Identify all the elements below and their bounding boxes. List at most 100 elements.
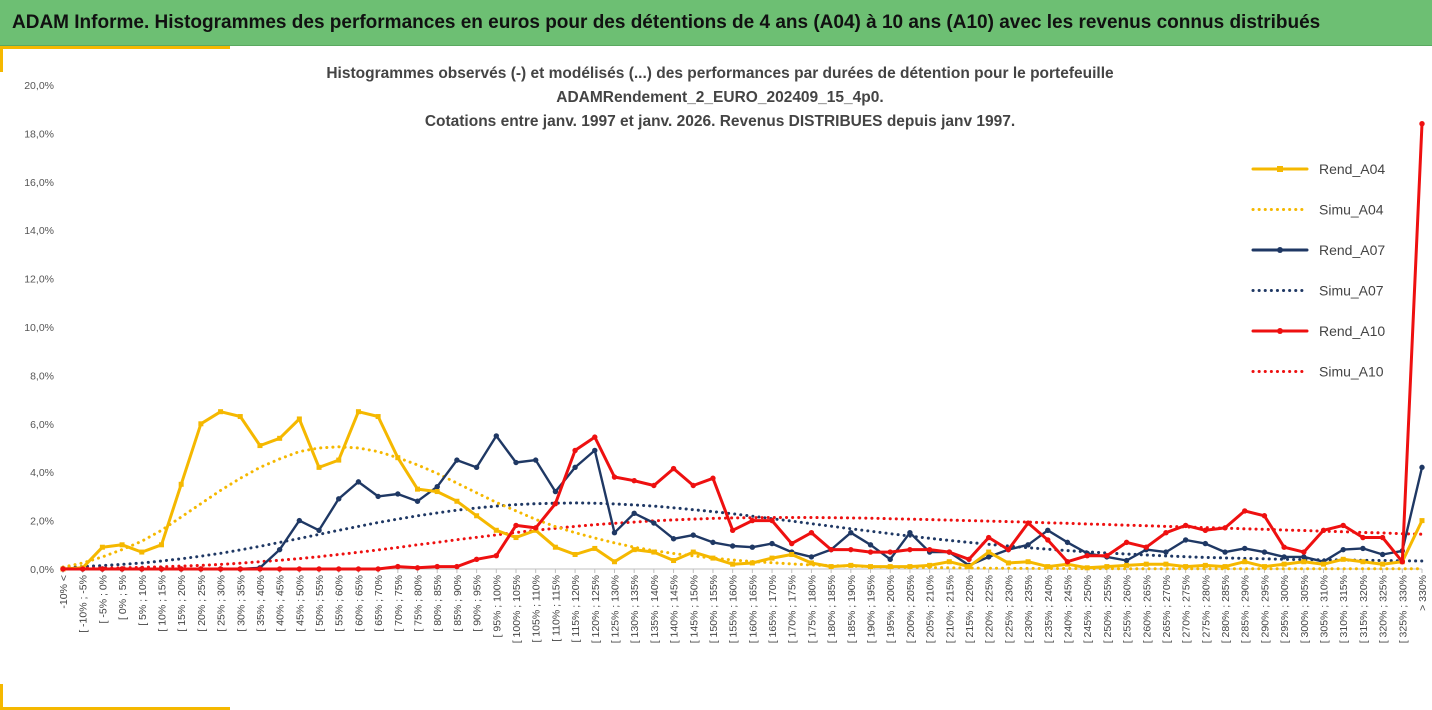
x-tick-label: [ 315% ; 320%: [1358, 575, 1370, 643]
x-tick-label: [ 25% ; 30%: [216, 575, 228, 632]
data-point-rend_a10: [670, 465, 677, 472]
data-point-rend_a10: [296, 566, 303, 572]
x-tick-label: [ 145% ; 150%: [688, 575, 700, 643]
data-point-rend_a07: [887, 556, 893, 563]
data-point-rend_a04: [375, 414, 381, 420]
y-tick-label: 4,0%: [30, 467, 54, 479]
data-point-rend_a07: [572, 464, 578, 471]
data-point-rend_a04: [671, 558, 677, 564]
x-tick-label: [ 230% ; 235%: [1023, 575, 1035, 643]
data-point-rend_a04: [749, 560, 755, 566]
data-point-rend_a07: [395, 491, 401, 497]
data-point-rend_a10: [454, 563, 460, 570]
data-point-rend_a10: [749, 517, 756, 524]
data-point-rend_a07: [1281, 554, 1287, 560]
data-point-rend_a04: [690, 549, 696, 555]
data-point-rend_a04: [1202, 562, 1208, 568]
x-tick-label: [ 310% ; 315%: [1338, 575, 1350, 643]
data-point-rend_a10: [769, 517, 775, 524]
data-point-rend_a04: [237, 414, 243, 420]
data-point-rend_a04: [1321, 561, 1327, 567]
data-point-rend_a10: [1005, 546, 1012, 553]
x-tick-label: [ 225% ; 230%: [1003, 575, 1015, 643]
data-point-rend_a07: [592, 447, 598, 454]
data-point-rend_a10: [789, 540, 795, 547]
data-point-rend_a07: [651, 520, 657, 526]
data-point-rend_a10: [1182, 522, 1189, 529]
x-tick-label: [ 245% ; 250%: [1082, 575, 1094, 643]
x-tick-label: [ 250% ; 255%: [1102, 575, 1114, 643]
data-point-rend_a07: [710, 539, 716, 546]
data-point-rend_a04: [868, 564, 874, 570]
legend-label-simu_a04: Simu_A04: [1319, 202, 1384, 218]
data-point-rend_a07: [1360, 545, 1366, 552]
x-tick-label: [ 190% ; 195%: [866, 575, 878, 643]
y-tick-label: 2,0%: [30, 516, 54, 528]
series-line-simu_a07: [61, 501, 1424, 569]
data-point-rend_a04: [1222, 564, 1228, 570]
data-point-rend_a07: [1242, 545, 1248, 552]
data-point-rend_a07: [808, 554, 815, 560]
data-point-rend_a04: [1360, 559, 1366, 565]
x-tick-label: [ 240% ; 245%: [1062, 575, 1074, 643]
x-tick-label: [ 155% ; 160%: [728, 575, 740, 643]
data-point-rend_a04: [434, 489, 440, 495]
x-tick-label: [ 120% ; 125%: [590, 575, 602, 643]
data-point-rend_a07: [1340, 546, 1346, 553]
data-point-rend_a04: [257, 443, 263, 449]
x-tick-label: [ 160% ; 165%: [747, 575, 759, 643]
x-tick-label: [ 325% ; 330%: [1397, 575, 1409, 643]
data-point-rend_a10: [729, 527, 736, 533]
x-tick-label: [ 130% ; 135%: [629, 575, 641, 643]
data-point-rend_a04: [789, 551, 795, 557]
series-line-rend_a10: [61, 122, 1424, 571]
corner-accent-bottom: [0, 707, 230, 710]
data-point-rend_a10: [1261, 513, 1268, 519]
x-tick-label: [ 255% ; 260%: [1122, 575, 1134, 643]
x-tick-label: [ 320% ; 325%: [1378, 575, 1390, 643]
data-point-rend_a10: [611, 474, 618, 480]
data-point-rend_a07: [1301, 554, 1307, 560]
data-point-rend_a04: [907, 564, 913, 570]
data-point-rend_a10: [926, 546, 933, 553]
corner-accent-top-vertical: [0, 46, 3, 72]
series-line-rend_a07: [61, 434, 1424, 571]
x-tick-label: [ 285% ; 290%: [1240, 575, 1252, 643]
x-tick-label: [ 100% ; 105%: [511, 575, 523, 643]
data-point-rend_a10: [1222, 525, 1228, 531]
data-point-rend_a10: [887, 549, 893, 555]
data-point-rend_a04: [355, 409, 361, 415]
data-point-rend_a10: [1163, 530, 1169, 536]
data-point-rend_a07: [1379, 551, 1386, 558]
data-point-rend_a10: [1143, 544, 1149, 550]
data-point-rend_a10: [473, 556, 480, 563]
data-point-rend_a04: [415, 486, 421, 492]
data-point-rend_a04: [99, 544, 105, 550]
x-tick-label: [ 55% ; 60%: [334, 575, 346, 632]
y-tick-label: 20,0%: [24, 80, 54, 92]
x-tick-label: [ 265% ; 270%: [1161, 575, 1173, 643]
data-point-rend_a07: [414, 498, 421, 504]
data-point-rend_a04: [1025, 559, 1031, 565]
data-point-rend_a04: [710, 555, 716, 561]
data-point-rend_a07: [296, 517, 303, 524]
data-point-rend_a10: [907, 546, 913, 553]
data-point-rend_a10: [592, 434, 598, 440]
chart-title: Histogrammes observés (-) et modélisés (…: [250, 62, 1190, 134]
data-point-rend_a04: [828, 564, 834, 570]
x-tick-label: [ 175% ; 180%: [806, 575, 818, 643]
data-point-rend_a10: [1064, 559, 1071, 565]
data-point-rend_a10: [1399, 559, 1406, 565]
data-point-rend_a04: [651, 549, 657, 555]
data-point-rend_a04: [1104, 564, 1110, 570]
data-point-rend_a07: [336, 496, 342, 502]
data-point-rend_a07: [1045, 527, 1051, 533]
data-point-rend_a04: [474, 513, 480, 519]
data-point-rend_a04: [1143, 561, 1149, 567]
x-tick-label: [ 215% ; 220%: [964, 575, 976, 643]
data-point-rend_a10: [1045, 537, 1051, 543]
data-point-rend_a10: [1379, 534, 1386, 541]
data-point-rend_a10: [1084, 552, 1090, 559]
data-point-rend_a07: [985, 554, 992, 560]
x-tick-label: [ 165% ; 170%: [767, 575, 779, 643]
